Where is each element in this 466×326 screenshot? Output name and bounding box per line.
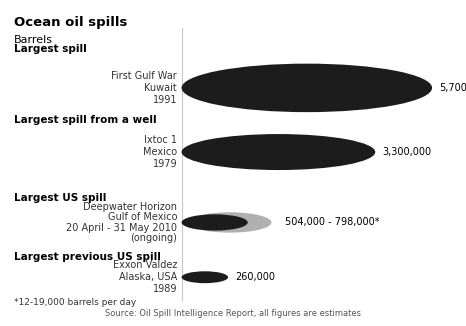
Text: (ongoing): (ongoing) xyxy=(130,233,177,244)
Text: 260,000: 260,000 xyxy=(235,272,275,282)
Text: Ocean oil spills: Ocean oil spills xyxy=(14,16,127,29)
Text: 5,700,000: 5,700,000 xyxy=(439,83,466,93)
Text: First Gulf War: First Gulf War xyxy=(111,71,177,81)
Text: Deepwater Horizon: Deepwater Horizon xyxy=(83,201,177,212)
Text: 20 April - 31 May 2010: 20 April - 31 May 2010 xyxy=(66,223,177,233)
Text: Source: Oil Spill Intelligence Report, all figures are estimates: Source: Oil Spill Intelligence Report, a… xyxy=(105,309,361,318)
Ellipse shape xyxy=(182,64,432,112)
Text: 504,000 - 798,000*: 504,000 - 798,000* xyxy=(285,217,379,228)
Text: Largest spill from a well: Largest spill from a well xyxy=(14,115,157,125)
Text: Barrels: Barrels xyxy=(14,35,53,45)
Text: Exxon Valdez: Exxon Valdez xyxy=(113,260,177,270)
Text: 1989: 1989 xyxy=(152,284,177,294)
Text: Gulf of Mexico: Gulf of Mexico xyxy=(108,212,177,222)
Text: Largest spill: Largest spill xyxy=(14,44,87,54)
Text: Ixtoc 1: Ixtoc 1 xyxy=(144,135,177,145)
Text: *12-19,000 barrels per day: *12-19,000 barrels per day xyxy=(14,298,136,307)
Text: 3,300,000: 3,300,000 xyxy=(382,147,431,157)
Text: Alaska, USA: Alaska, USA xyxy=(119,272,177,282)
Text: Largest US spill: Largest US spill xyxy=(14,193,106,203)
Ellipse shape xyxy=(182,134,375,170)
Text: Mexico: Mexico xyxy=(143,147,177,157)
Ellipse shape xyxy=(182,271,228,283)
Ellipse shape xyxy=(182,214,248,230)
Text: 1979: 1979 xyxy=(152,159,177,169)
Ellipse shape xyxy=(188,212,272,233)
Text: 1991: 1991 xyxy=(152,95,177,105)
Text: Largest previous US spill: Largest previous US spill xyxy=(14,252,161,262)
Text: Kuwait: Kuwait xyxy=(144,83,177,93)
